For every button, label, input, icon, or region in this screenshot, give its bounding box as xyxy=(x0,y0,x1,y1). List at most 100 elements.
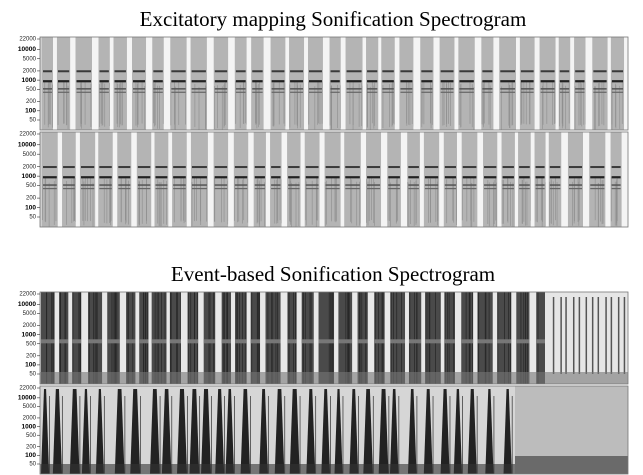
streak xyxy=(146,179,147,224)
formant xyxy=(535,176,545,179)
formant xyxy=(252,91,263,93)
streak xyxy=(401,292,402,384)
streak xyxy=(390,292,392,384)
streak xyxy=(591,297,594,374)
band xyxy=(203,339,216,344)
formant xyxy=(549,187,561,190)
streak xyxy=(331,177,332,222)
streak xyxy=(208,292,210,384)
streak xyxy=(163,179,165,224)
burst xyxy=(59,292,69,384)
burst xyxy=(516,292,530,384)
streak xyxy=(122,82,123,126)
streak xyxy=(411,80,413,125)
spike xyxy=(321,389,331,474)
formant xyxy=(288,176,300,179)
burst xyxy=(461,132,478,227)
streak xyxy=(94,292,96,384)
streak xyxy=(562,83,564,127)
formant xyxy=(234,187,248,190)
streak xyxy=(214,177,216,222)
formant xyxy=(611,70,624,73)
formant xyxy=(114,91,126,93)
formant xyxy=(559,88,570,90)
streak xyxy=(469,80,471,124)
burst xyxy=(408,292,422,384)
formant xyxy=(367,176,381,179)
streak xyxy=(332,292,334,384)
burst xyxy=(151,292,167,384)
streak xyxy=(170,292,172,384)
formant xyxy=(444,176,456,179)
streak xyxy=(245,80,246,124)
formant xyxy=(137,166,151,169)
streak xyxy=(125,178,127,223)
spike xyxy=(201,389,211,474)
formant xyxy=(325,184,340,186)
spike xyxy=(378,389,389,474)
streak xyxy=(449,396,451,474)
streak xyxy=(413,182,415,226)
formant xyxy=(502,184,514,186)
streak xyxy=(52,84,53,128)
formant xyxy=(57,70,70,73)
formant xyxy=(408,176,419,179)
gap xyxy=(607,37,611,130)
formant xyxy=(43,91,53,93)
streak xyxy=(210,396,212,474)
band xyxy=(444,339,455,344)
streak xyxy=(512,81,514,125)
streak xyxy=(119,84,121,128)
streak xyxy=(442,82,444,126)
streak xyxy=(416,396,418,474)
gap xyxy=(70,37,76,130)
streak xyxy=(470,176,472,221)
streak xyxy=(246,81,247,125)
gap xyxy=(340,37,346,130)
gap xyxy=(319,132,325,227)
streak xyxy=(493,182,494,227)
streak xyxy=(550,179,552,223)
streak xyxy=(166,180,167,225)
streak xyxy=(158,292,160,384)
formant xyxy=(549,166,561,169)
streak xyxy=(260,177,262,222)
gap xyxy=(151,132,155,227)
streak xyxy=(331,85,332,129)
formant xyxy=(535,166,545,169)
streak xyxy=(373,179,375,224)
streak xyxy=(542,178,543,222)
formant xyxy=(590,184,605,186)
streak xyxy=(542,81,544,125)
formant xyxy=(502,187,514,190)
streak xyxy=(102,82,104,126)
streak xyxy=(120,178,122,223)
streak xyxy=(258,292,260,384)
streak xyxy=(314,86,316,130)
formant xyxy=(568,187,583,190)
streak xyxy=(55,177,57,222)
streak xyxy=(234,176,235,221)
channel-frame xyxy=(39,291,629,385)
streak xyxy=(223,178,225,222)
formant xyxy=(593,70,607,73)
streak xyxy=(60,292,61,384)
streak xyxy=(92,182,94,227)
burst xyxy=(461,292,474,384)
formant xyxy=(153,70,163,73)
formant xyxy=(462,187,477,190)
streak xyxy=(549,181,551,226)
streak xyxy=(375,292,377,384)
streak xyxy=(256,85,258,129)
formant xyxy=(99,184,112,186)
frequency-tick-label: 5000 xyxy=(23,152,37,158)
streak xyxy=(335,177,337,222)
streak xyxy=(581,83,583,127)
streak xyxy=(80,85,82,129)
streak xyxy=(145,292,147,384)
channel-frame xyxy=(39,131,629,228)
streak xyxy=(521,80,523,124)
streak xyxy=(100,80,102,124)
streak xyxy=(251,292,253,384)
streak xyxy=(478,292,480,384)
